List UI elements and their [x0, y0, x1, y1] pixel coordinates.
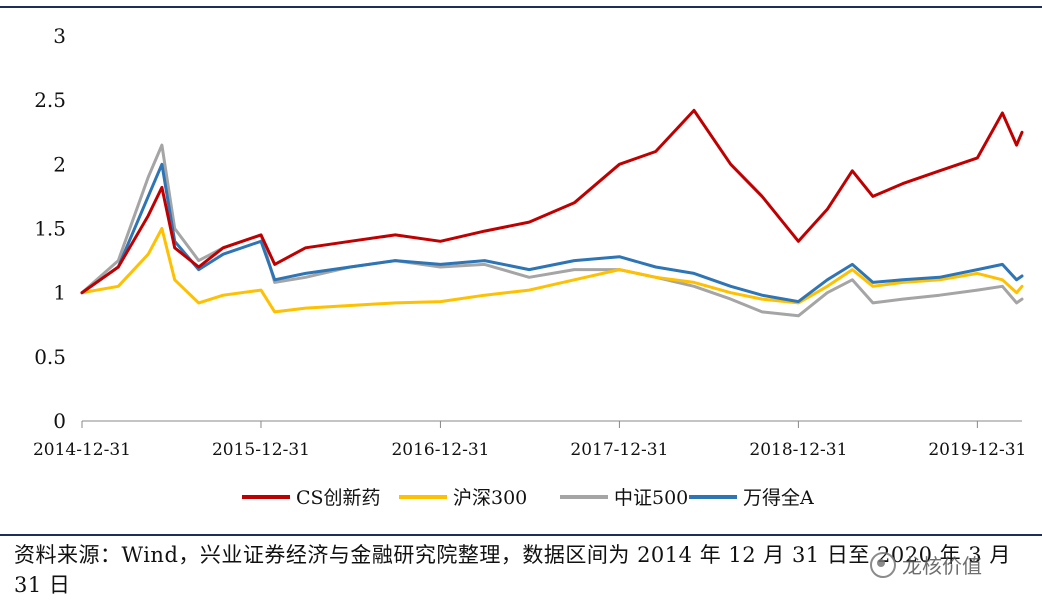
x-axis: 2014-12-31 2015-12-31 2016-12-31 2017-12-31…	[33, 420, 1026, 460]
series-line-2	[80, 143, 1024, 318]
x-tick-label: 2019-12-31	[928, 440, 1026, 460]
top-rule	[0, 6, 1042, 8]
bottom-rule	[0, 534, 1042, 536]
y-tick-label: 0.5	[34, 345, 66, 369]
legend-label-2: 中证500	[614, 487, 688, 509]
legend-label-1: 沪深300	[453, 487, 527, 509]
legend: CS创新药 沪深300 中证500 万得全A	[242, 487, 814, 509]
legend-label-3: 万得全A	[743, 487, 814, 509]
watermark: 龙核价值	[870, 550, 982, 579]
y-tick-label: 0	[53, 409, 66, 433]
line-chart: 0 0.5 1 1.5 2 2.5 3 2014-12-31 2015-12-31 2016-1…	[33, 24, 1026, 509]
series-line-0	[80, 108, 1024, 295]
x-tick-label: 2018-12-31	[749, 440, 847, 460]
y-tick-label: 2.5	[34, 88, 66, 112]
y-tick-label: 2	[53, 152, 66, 176]
y-tick-label: 3	[53, 24, 66, 48]
y-tick-label: 1.5	[34, 217, 66, 241]
legend-label-0: CS创新药	[296, 487, 381, 509]
series-layer	[80, 108, 1024, 318]
watermark-text: 龙核价值	[902, 554, 982, 578]
wechat-icon	[870, 551, 896, 578]
x-tick-label: 2015-12-31	[212, 440, 310, 460]
x-tick-label: 2016-12-31	[391, 440, 489, 460]
x-tick-label: 2017-12-31	[570, 440, 668, 460]
source-note: 资料来源：Wind，兴业证券经济与金融研究院整理，数据区间为 2014 年 12…	[14, 543, 1011, 597]
y-tick-label: 1	[53, 281, 66, 305]
y-axis: 0 0.5 1 1.5 2 2.5 3	[34, 24, 66, 433]
x-tick-label: 2014-12-31	[33, 440, 131, 460]
series-line-1	[80, 227, 1024, 314]
series-line-3	[80, 162, 1024, 304]
